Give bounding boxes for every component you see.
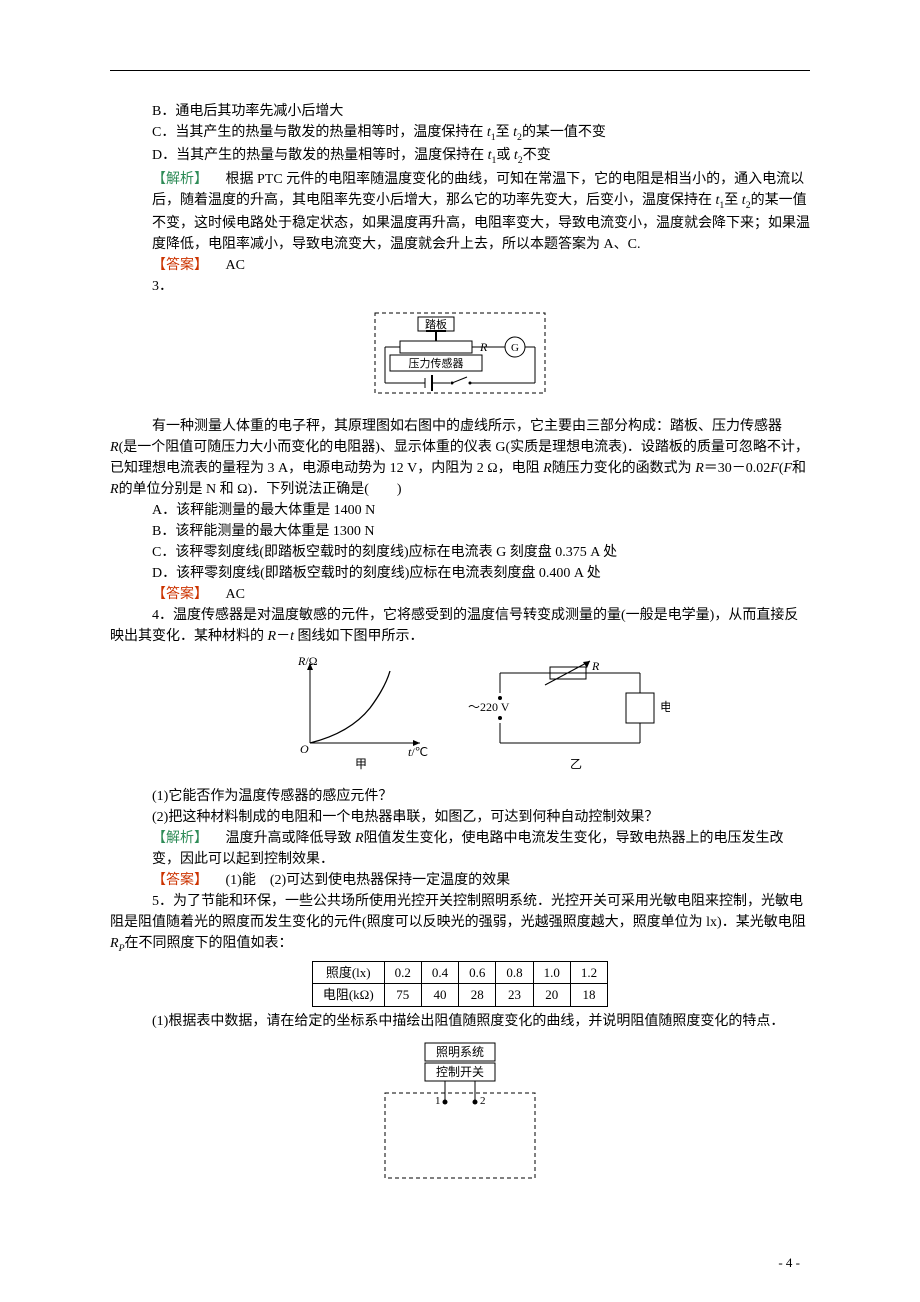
option-c: C．当其产生的热量与散发的热量相等时，温度保持在 t1至 t2的某一值不变 [110,122,810,145]
fig4-heater: 电热器 [660,700,670,714]
answer-3: 【答案】 AC [110,584,810,605]
th-lx: 照度(lx) [312,961,384,984]
fig3-sensor: 压力传感器 [409,357,464,370]
q5-body: 5．为了节能和环保，一些公共场所使用光控开关控制照明系统．光控开关可采用光敏电阻… [110,891,810,956]
q5-sub1: (1)根据表中数据，请在给定的坐标系中描绘出阻值随照度变化的曲线，并说明阻值随照… [110,1011,810,1032]
fig3-G: G [511,342,519,354]
svg-text:t/℃: t/℃ [408,745,428,759]
q4-body: 4．温度传感器是对温度敏感的元件，它将感受到的温度信号转变成测量的量(一般是电学… [110,605,810,647]
table-5: 照度(lx) 0.2 0.4 0.6 0.8 1.0 1.2 电阻(kΩ) 75… [312,961,608,1007]
q3-R2: R [543,461,552,476]
a2-mid: 至 [724,193,742,208]
q3-body: 有一种测量人体重的电子秤，其原理图如右图中的虚线所示，它主要由三部分构成：踏板、… [110,416,810,500]
fig3-pedal: 踏板 [425,317,447,331]
fig5-n2: 2 [480,1095,486,1107]
answer-3-value: AC [226,587,245,602]
q3-R4: R [110,482,119,497]
q3-R1: R [110,440,119,455]
fig4-cap-left: 甲 [355,757,367,771]
analysis-2-label: 【解析】 [152,172,208,187]
q3-number: 3． [110,276,810,297]
opt-d-pre: D．当其产生的热量与散发的热量相等时，温度保持在 [152,148,488,163]
lx-5: 1.2 [570,961,607,984]
option-b: B．通电后其功率先减小后增大 [110,101,810,122]
analysis-4-label: 【解析】 [152,831,208,846]
answer-2: 【答案】 AC [110,255,810,276]
q3-b3: 的单位分别是 N 和 Ω)．下列说法正确是( ) [119,482,402,497]
kohm-2: 28 [459,984,496,1007]
fig4-cap-right: 乙 [570,757,582,771]
fig4-R: R [591,659,600,673]
lx-2: 0.6 [459,961,496,984]
q4-b1: 温度传感器是对温度敏感的元件，它将感受到的温度信号转变成测量的量(一般是电学量)… [110,608,798,644]
q3-opt-d: D．该秤零刻度线(即踏板空载时的刻度线)应标在电流表刻度盘 0.400 A 处 [110,563,810,584]
q3-opt-b: B．该秤能测量的最大体重是 1300 N [110,521,810,542]
q3-F1: F [770,461,779,476]
opt-c-post: 的某一值不变 [522,125,606,140]
light-control-svg: 照明系统 控制开关 1 2 [360,1038,560,1188]
q5-Rp: R [110,936,119,951]
analysis-4-b1: 温度升高或降低导致 [226,831,356,846]
fig5-switch: 控制开关 [436,1065,484,1079]
q5-b2: 在不同照度下的阻值如表： [125,936,293,951]
answer-4-value: (1)能 (2)可达到使电热器保持一定温度的效果 [226,873,511,888]
kohm-5: 18 [570,984,607,1007]
answer-3-label: 【答案】 [152,587,208,602]
q3-b1: 有一种测量人体重的电子秤，其原理图如右图中的虚线所示，它主要由三部分构成：踏板、… [152,419,782,434]
fig5-n1: 1 [435,1095,441,1107]
figure-3: 踏板 R 压力传感器 G [110,303,810,410]
table-row: 照度(lx) 0.2 0.4 0.6 0.8 1.0 1.2 [312,961,607,984]
q4-sub2: (2)把这种材料制成的电阻和一个电热器串联，如图乙，可达到何种自动控制效果？ [110,807,810,828]
kohm-4: 20 [533,984,570,1007]
option-d: D．当其产生的热量与散发的热量相等时，温度保持在 t1或 t2不变 [110,145,810,168]
q5-num: 5． [152,894,173,909]
q3-b2: 随压力变化的函数式为 [552,461,696,476]
opt-d-post: 不变 [523,148,551,163]
figure-4: R/Ω t/℃ O 甲 ～220 V R [110,653,810,780]
answer-2-value: AC [226,258,245,273]
a4-R: R [355,831,364,846]
analysis-2-p1: 根据 PTC 元件的电阻率随温度变化的曲线，可知在常温下，它的电阻是相当小的，通… [152,172,804,208]
fig4-volt: ～220 V [468,700,510,714]
opt-c-mid: 至 [496,125,514,140]
svg-text:R/Ω: R/Ω [297,654,318,668]
opt-d-mid: 或 [496,148,514,163]
lx-3: 0.8 [496,961,533,984]
rt-and-circuit-svg: R/Ω t/℃ O 甲 ～220 V R [250,653,670,773]
q4-R: R [268,629,277,644]
kohm-0: 75 [384,984,421,1007]
figure-5: 照明系统 控制开关 1 2 [110,1038,810,1195]
q4-num: 4． [152,608,173,623]
kohm-1: 40 [421,984,458,1007]
q3-and: 和 [792,461,806,476]
q4-dash: － [276,629,290,644]
answer-4-label: 【答案】 [152,873,208,888]
q5-b1: 为了节能和环保，一些公共场所使用光控开关控制照明系统．光控开关可采用光敏电阻来控… [110,894,806,930]
analysis-2: 【解析】 根据 PTC 元件的电阻率随温度变化的曲线，可知在常温下，它的电阻是相… [110,169,810,255]
scale-circuit-svg: 踏板 R 压力传感器 G [360,303,560,403]
fig4-ylab-unit: /Ω [305,654,317,668]
answer-2-label: 【答案】 [152,258,208,273]
q3-opt-a: A．该秤能测量的最大体重是 1400 N [110,500,810,521]
fig4-origin: O [300,742,309,756]
lx-1: 0.4 [421,961,458,984]
q3-eq: ＝30－0.02 [704,461,771,476]
fig4-xlab-unit: /℃ [411,745,428,759]
q4-sub1: (1)它能否作为温度传感器的感应元件？ [110,786,810,807]
answer-4: 【答案】 (1)能 (2)可达到使电热器保持一定温度的效果 [110,870,810,891]
kohm-3: 23 [496,984,533,1007]
table-row: 电阻(kΩ) 75 40 28 23 20 18 [312,984,607,1007]
th-kohm: 电阻(kΩ) [312,984,384,1007]
q3-opt-c: C．该秤零刻度线(即踏板空载时的刻度线)应标在电流表 G 刻度盘 0.375 A… [110,542,810,563]
lx-0: 0.2 [384,961,421,984]
page-number: - 4 - [778,1253,800,1273]
q3-R3: R [695,461,704,476]
opt-c-pre: C．当其产生的热量与散发的热量相等时，温度保持在 [152,125,487,140]
fig5-lighting: 照明系统 [436,1045,484,1059]
q4-b2: 图线如下图甲所示． [294,629,424,644]
lx-4: 1.0 [533,961,570,984]
q3-F2: F [783,461,792,476]
analysis-4: 【解析】 温度升高或降低导致 R阻值发生变化，使电路中电流发生变化，导致电热器上… [110,828,810,870]
top-rule [110,70,810,71]
